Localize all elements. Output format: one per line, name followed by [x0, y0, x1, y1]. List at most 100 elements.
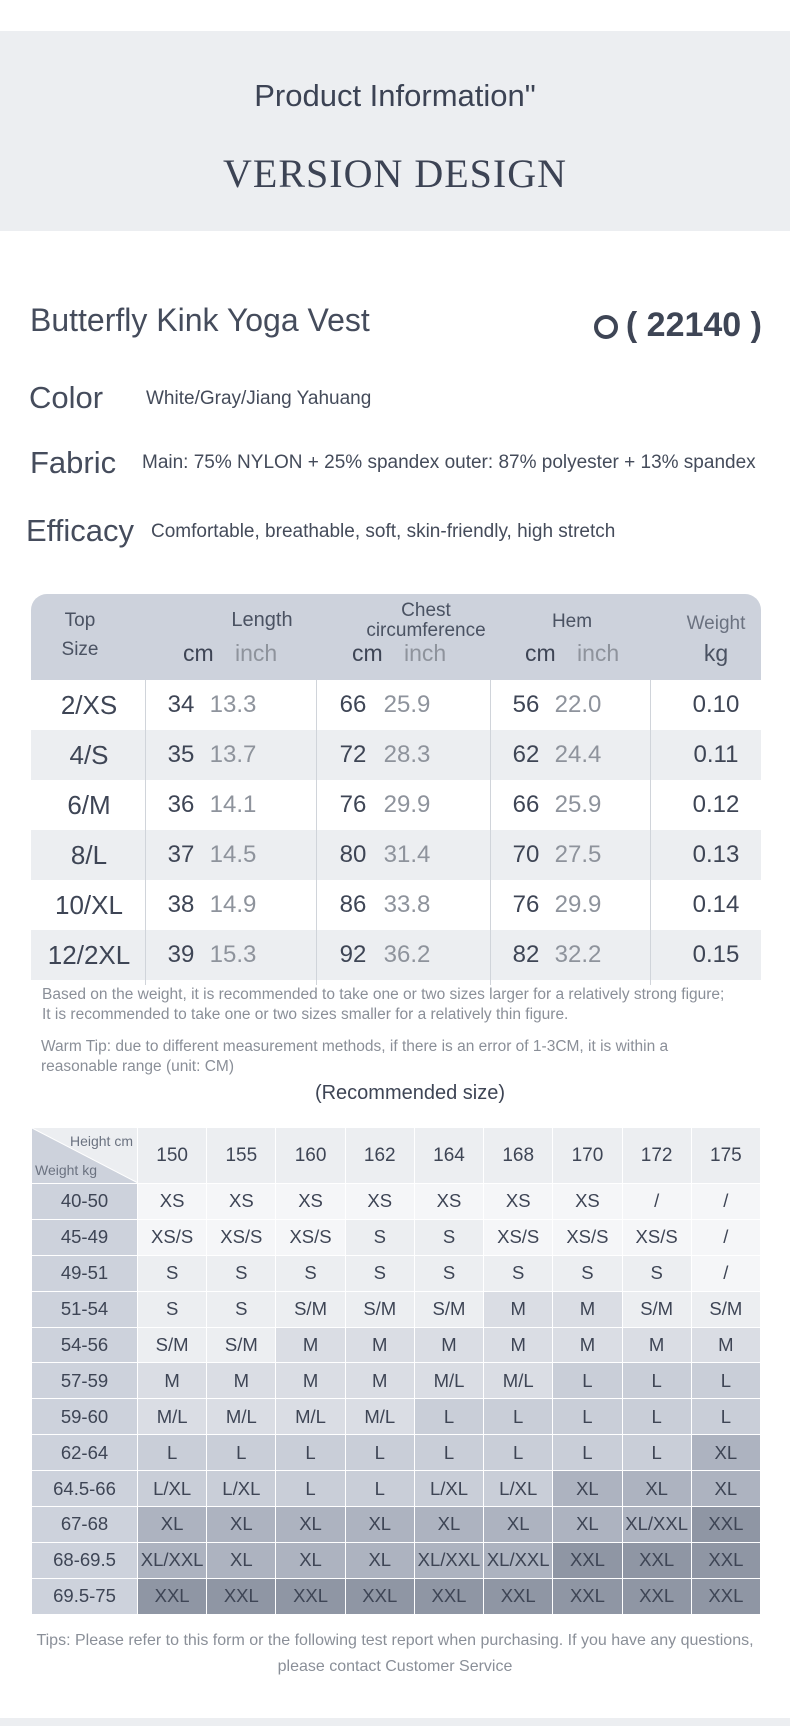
size-cell-hem-in: 24.4 [554, 741, 602, 768]
height-cell: 170 [552, 1127, 623, 1184]
header-band [0, 31, 790, 231]
size-table: Top Size Length cm inch Chest circumfere… [31, 594, 761, 980]
size-recommendation-cell: XS/S [136, 1218, 208, 1256]
size-recommendation-cell: XXL [621, 1577, 692, 1615]
size-recommendation-cell: XL/XXL [621, 1506, 692, 1543]
size-cell-size: 8/L [70, 840, 108, 870]
size-recommendation-cell: XL [136, 1506, 208, 1543]
size-recommendation-cell: S [413, 1218, 485, 1256]
size-recommendation-cell: L [483, 1434, 554, 1472]
weight-cell: 62-64 [31, 1434, 138, 1472]
height-cell: 172 [621, 1127, 692, 1184]
size-recommendation-cell: XL [621, 1470, 692, 1508]
size-cell-hem-in: 32.2 [554, 941, 602, 968]
height-cell: 175 [690, 1127, 762, 1184]
size-recommendation-cell: XL [206, 1541, 277, 1579]
column-divider [145, 680, 146, 985]
weight-row: 64.5-66 L/XL L/XL L L L/XL L/XL XL XL XL [31, 1470, 762, 1508]
size-cell-len-in: 13.7 [209, 741, 257, 768]
size-recommendation-cell: S [344, 1218, 415, 1256]
size-recommendation-cell: XS [275, 1183, 346, 1220]
size-recommendation-cell: L [621, 1398, 692, 1436]
size-recommendation-cell: M/L [136, 1398, 208, 1436]
size-recommendation-cell: XL [690, 1434, 762, 1472]
size-recommendation-cell: XXL [344, 1577, 415, 1615]
size-recommendation-cell: L [413, 1398, 485, 1436]
size-recommendation-cell: XL/XXL [136, 1541, 208, 1579]
size-cell-chest-cm: 80 [339, 841, 367, 868]
header-hem-cm: cm [525, 640, 556, 666]
size-recommendation-cell: XXL [275, 1577, 346, 1615]
size-row: 2/XS 34 13.3 66 25.9 56 22.0 0.10 [31, 680, 761, 730]
size-recommendation-cell: XL [344, 1506, 415, 1543]
size-recommendation-cell: XL [552, 1506, 623, 1543]
size-recommendation-cell: L [690, 1398, 762, 1436]
size-cell-size: 4/S [69, 740, 109, 770]
size-cell-chest-cm: 92 [339, 941, 367, 968]
size-recommendation-cell: XS [413, 1183, 485, 1220]
size-recommendation-cell: L [552, 1398, 623, 1436]
header-top: Top [64, 610, 96, 631]
weight-cell: 64.5-66 [31, 1470, 138, 1508]
size-recommendation-cell: / [690, 1254, 762, 1292]
size-recommendation-cell: XL [344, 1541, 415, 1579]
weight-row: 57-59 M M M M M/L M/L L L L [31, 1362, 762, 1400]
size-recommendation-cell: L/XL [413, 1470, 485, 1508]
size-recommendation-cell: S/M [275, 1290, 346, 1328]
size-recommendation-cell: L [344, 1434, 415, 1472]
tips: Tips: Please refer to this form or the f… [25, 1628, 765, 1680]
size-cell-kg: 0.13 [692, 841, 740, 868]
size-recommendation-cell: XXL [206, 1577, 277, 1615]
weight-cell: 68-69.5 [31, 1541, 138, 1579]
tips-line-2: please contact Customer Service [277, 1658, 513, 1675]
size-cell-chest-in: 25.9 [383, 691, 431, 718]
size-cell-hem-cm: 70 [512, 841, 540, 868]
size-recommendation-cell: XXL [690, 1541, 762, 1579]
size-recommendation-cell: XL [690, 1470, 762, 1508]
size-recommendation-cell: XXL [621, 1541, 692, 1579]
size-recommendation-cell: XXL [483, 1577, 554, 1615]
size-recommendation-cell: M [483, 1290, 554, 1328]
size-recommendation-cell: XS [483, 1183, 554, 1220]
size-recommendation-cell: XL [275, 1541, 346, 1579]
size-recommendation-cell: XS [136, 1183, 208, 1220]
size-cell-hem-in: 22.0 [554, 691, 602, 718]
size-row: 8/L 37 14.5 80 31.4 70 27.5 0.13 [31, 830, 761, 880]
size-table-body: 2/XS 34 13.3 66 25.9 56 22.0 0.10 4/S 35 13.7 72 28.… [31, 680, 761, 980]
size-row: 10/XL 38 14.9 86 33.8 76 29.9 0.14 [31, 880, 761, 930]
size-cell-kg: 0.15 [692, 941, 740, 968]
size-recommendation-cell: L [552, 1362, 623, 1400]
size-recommendation-cell: M [552, 1290, 623, 1328]
header-length: Length [231, 609, 293, 631]
size-recommendation-cell: XL [413, 1506, 485, 1543]
recommended-size-title: (Recommended size) [314, 1082, 506, 1104]
size-recommendation-cell: M/L [206, 1398, 277, 1436]
size-recommendation-cell: M [275, 1326, 346, 1364]
size-recommendation-cell: M [690, 1326, 762, 1364]
diagonal-divider [32, 1128, 137, 1183]
size-cell-len-in: 13.3 [209, 691, 257, 718]
weight-row: 67-68 XL XL XL XL XL XL XL XL/XXL XXL [31, 1506, 762, 1543]
weight-row: 69.5-75 XXL XXL XXL XXL XXL XXL XXL XXL XXL [31, 1577, 762, 1615]
size-recommendation-cell: / [690, 1183, 762, 1220]
height-cell: 150 [136, 1127, 208, 1184]
size-cell-chest-cm: 66 [339, 691, 367, 718]
size-cell-len-cm: 38 [167, 891, 195, 918]
size-recommendation-cell: XL/XXL [413, 1541, 485, 1579]
size-recommendation-cell: L/XL [483, 1470, 554, 1508]
note-line-1: Based on the weight, it is recommended t… [42, 986, 725, 1003]
spec-label-color: Color [29, 380, 104, 415]
height-cell: 164 [413, 1127, 485, 1184]
size-recommendation-cell: XL/XXL [483, 1541, 554, 1579]
size-recommendation-cell: S [136, 1290, 208, 1328]
size-cell-chest-cm: 76 [339, 791, 367, 818]
circle-icon [593, 315, 618, 340]
size-recommendation-cell: M [621, 1326, 692, 1364]
header-size: Size [61, 639, 99, 660]
size-cell-chest-in: 29.9 [383, 791, 431, 818]
size-recommendation-cell: S [483, 1254, 554, 1292]
weight-row: 45-49 XS/S XS/S XS/S S S XS/S XS/S XS/S / [31, 1218, 762, 1256]
weight-cell: 51-54 [31, 1290, 138, 1328]
header-length-inch: inch [235, 640, 278, 666]
size-cell-hem-cm: 66 [512, 791, 540, 818]
